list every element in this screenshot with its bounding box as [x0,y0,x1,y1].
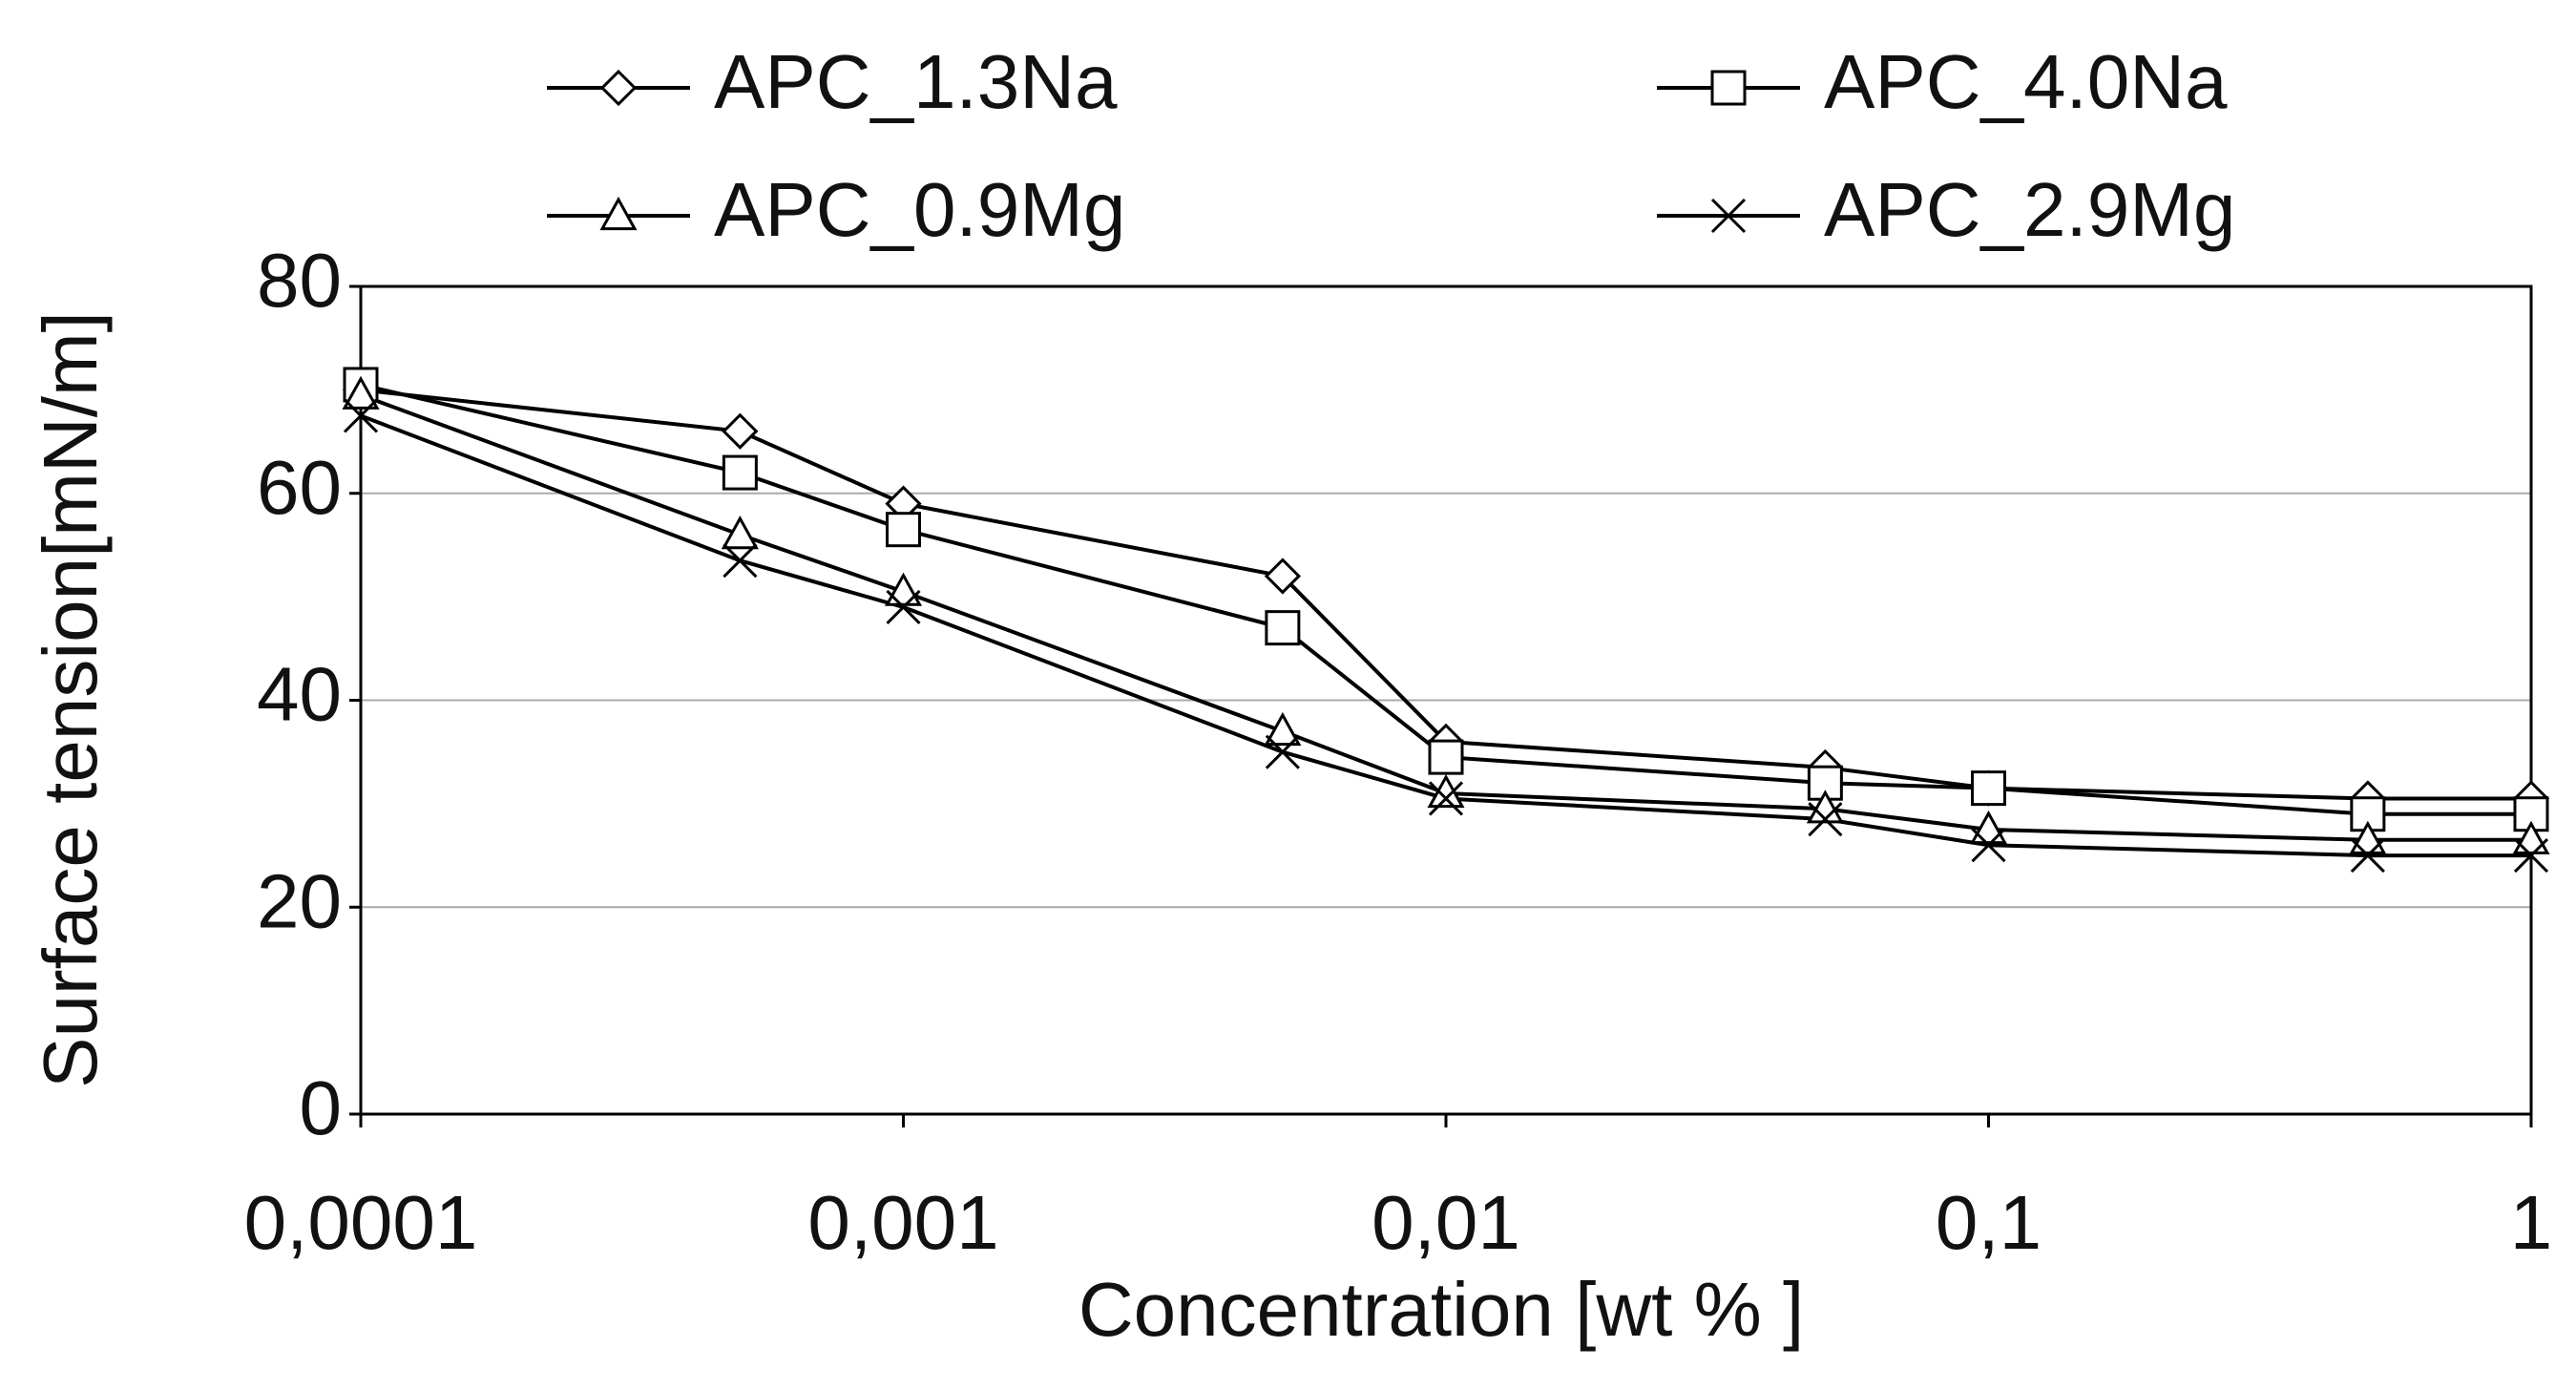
y-tick-label: 80 [257,238,342,323]
marker [1428,781,1464,816]
x-tick-label: 0,0001 [244,1180,478,1265]
x-tick-label: 0,1 [1936,1180,2042,1265]
marker [1806,790,1844,824]
marker [884,572,923,606]
marker [721,516,759,550]
marker [1971,828,2006,863]
marker [722,412,759,450]
marker [1265,610,1301,646]
marker [1264,711,1302,747]
marker [1710,70,1747,106]
x-tick-label: 0,001 [807,1180,998,1265]
marker [1428,739,1464,775]
marker [2350,796,2386,832]
marker [599,69,638,107]
y-tick-label: 20 [257,858,342,943]
x-tick-label: 0,01 [1372,1180,1520,1265]
legend-label: APC_1.3Na [714,39,1118,124]
marker [722,454,758,491]
y-axis-label: Surface tension[mN/m] [28,311,113,1088]
marker [2513,838,2549,874]
marker [1265,734,1300,769]
marker [2350,838,2385,874]
legend-label: APC_0.9Mg [714,167,1125,252]
x-tick-label: 1 [2510,1180,2553,1265]
marker [342,375,380,410]
marker [599,196,638,231]
marker [886,512,921,548]
y-tick-label: 0 [300,1065,343,1150]
marker [1808,802,1843,837]
y-tick-label: 40 [257,652,342,737]
marker [343,398,379,433]
plot-frame [359,284,2533,1116]
marker [1971,770,2006,807]
marker [1264,558,1301,595]
y-tick-label: 60 [257,445,342,530]
marker [723,543,758,579]
x-axis-label: Concentration [wt % ] [1079,1267,1804,1352]
legend-label: APC_2.9Mg [1824,167,2235,252]
legend-label: APC_4.0Na [1824,39,2228,124]
marker [1710,198,1747,234]
marker [886,589,921,625]
marker [1427,773,1465,809]
